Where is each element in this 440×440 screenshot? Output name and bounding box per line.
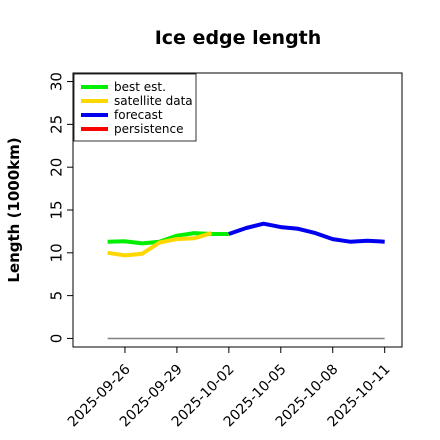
- legend-label: persistence: [114, 122, 183, 136]
- y-tick-label: 25: [47, 115, 65, 134]
- legend-label: forecast: [114, 108, 163, 122]
- y-tick-label: 10: [47, 243, 65, 262]
- legend-label: best est.: [114, 80, 166, 94]
- legend-label: satellite data: [114, 94, 193, 108]
- y-axis-label: Length (1000km): [5, 137, 23, 282]
- y-tick-label: 20: [47, 158, 65, 177]
- chart-title: Ice edge length: [155, 27, 322, 49]
- plot-data: [107, 221, 385, 340]
- y-tick-label: 5: [47, 291, 65, 301]
- y-tick-label: 0: [47, 334, 65, 344]
- series-line-forecast: [228, 221, 385, 244]
- series-line-satellite-data: [107, 231, 213, 258]
- legend: best est.satellite dataforecastpersisten…: [73, 73, 197, 142]
- y-tick-label: 30: [47, 72, 65, 91]
- y-tick-label: 15: [47, 200, 65, 219]
